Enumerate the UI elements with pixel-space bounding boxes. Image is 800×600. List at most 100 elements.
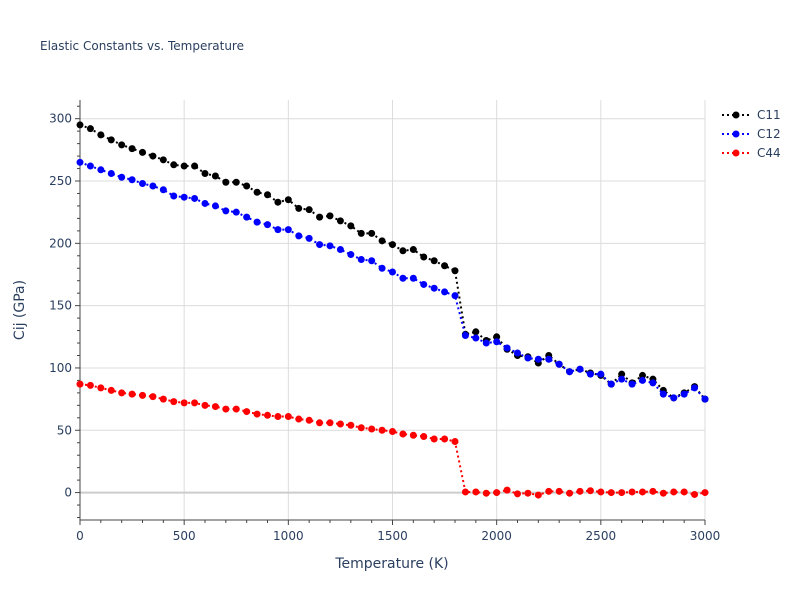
data-point [441,435,449,443]
data-point [649,487,657,495]
x-tick-label: 2500 [586,529,617,543]
data-point [347,421,355,429]
data-point [555,487,563,495]
data-point [159,395,167,403]
data-point [639,376,646,384]
data-point [534,491,542,499]
legend-swatch-marker [732,149,740,157]
data-point [691,384,699,392]
data-point [461,332,469,340]
data-point [316,213,324,221]
data-point [639,371,646,379]
data-point [659,489,667,497]
legend-swatch-marker [732,130,740,138]
data-point [368,257,376,265]
data-point [232,405,240,413]
data-point [368,229,376,237]
data-point [368,425,376,433]
data-point [253,188,261,196]
data-point [659,390,667,398]
data-point [409,274,417,282]
data-point [107,136,115,144]
data-point [274,198,282,206]
legend[interactable]: C11 C12 C44 [722,108,781,160]
data-point [97,131,105,139]
data-point [566,489,574,497]
data-point [222,405,230,413]
legend-label: C12 [757,127,781,141]
data-point [305,206,313,214]
data-point [201,401,209,409]
data-point [618,375,626,383]
data-point [243,182,251,190]
data-point [191,399,199,407]
data-point [357,424,365,432]
data-point [378,237,386,245]
data-point [357,229,365,237]
y-tick-label: 300 [49,112,72,126]
data-point [274,226,282,234]
data-point [180,399,188,407]
data-point [149,182,157,190]
data-point [566,368,574,376]
data-point [211,403,219,411]
y-axis-label: Cij (GPa) [12,280,28,340]
data-point [607,380,615,388]
data-point [274,413,282,421]
data-point [180,162,188,170]
x-tick-label: 0 [76,529,84,543]
data-point [211,202,219,210]
data-point [326,242,334,250]
data-point [628,380,636,388]
data-point [670,488,678,496]
data-point [295,204,303,212]
data-point [284,226,292,234]
data-point [545,355,553,363]
legend-label: C44 [757,146,781,160]
data-point [472,328,480,336]
data-point [243,408,251,416]
data-point [680,390,688,398]
legend-item-C12[interactable]: C12 [722,127,781,141]
data-point [409,246,417,254]
y-tick-label: 0 [64,486,72,500]
y-tick-label: 100 [49,361,72,375]
data-point [264,411,271,419]
data-point [545,487,553,495]
data-point [232,208,240,216]
data-point [97,384,105,392]
chart-title: Elastic Constants vs. Temperature [40,39,244,53]
data-point [326,419,334,427]
data-point [86,125,94,133]
data-point [118,173,126,181]
legend-item-C44[interactable]: C44 [722,146,781,160]
data-point [430,284,438,292]
y-tick-label: 200 [49,236,72,250]
gridlines [79,100,706,520]
data-point [191,194,199,202]
data-point [201,199,209,207]
data-point [586,370,594,378]
legend-item-C11[interactable]: C11 [722,108,781,122]
data-point [399,430,407,438]
data-point [441,288,449,296]
axes: 0 500 1000 1500 2000 2500 3000 0 50 100 150 200 250 3… [49,100,720,543]
x-tick-label: 500 [173,529,196,543]
data-point [284,196,292,204]
data-point [305,416,313,424]
data-point [253,410,261,418]
data-point [180,193,188,201]
data-point [389,268,396,276]
data-point [420,432,428,440]
data-point [76,158,84,166]
data-point [451,267,459,275]
data-point [336,246,344,254]
data-point [680,488,688,496]
data-point [389,241,396,249]
data-point [222,207,230,215]
series-C12 [76,158,709,403]
data-point [576,365,584,373]
data-point [701,395,709,403]
